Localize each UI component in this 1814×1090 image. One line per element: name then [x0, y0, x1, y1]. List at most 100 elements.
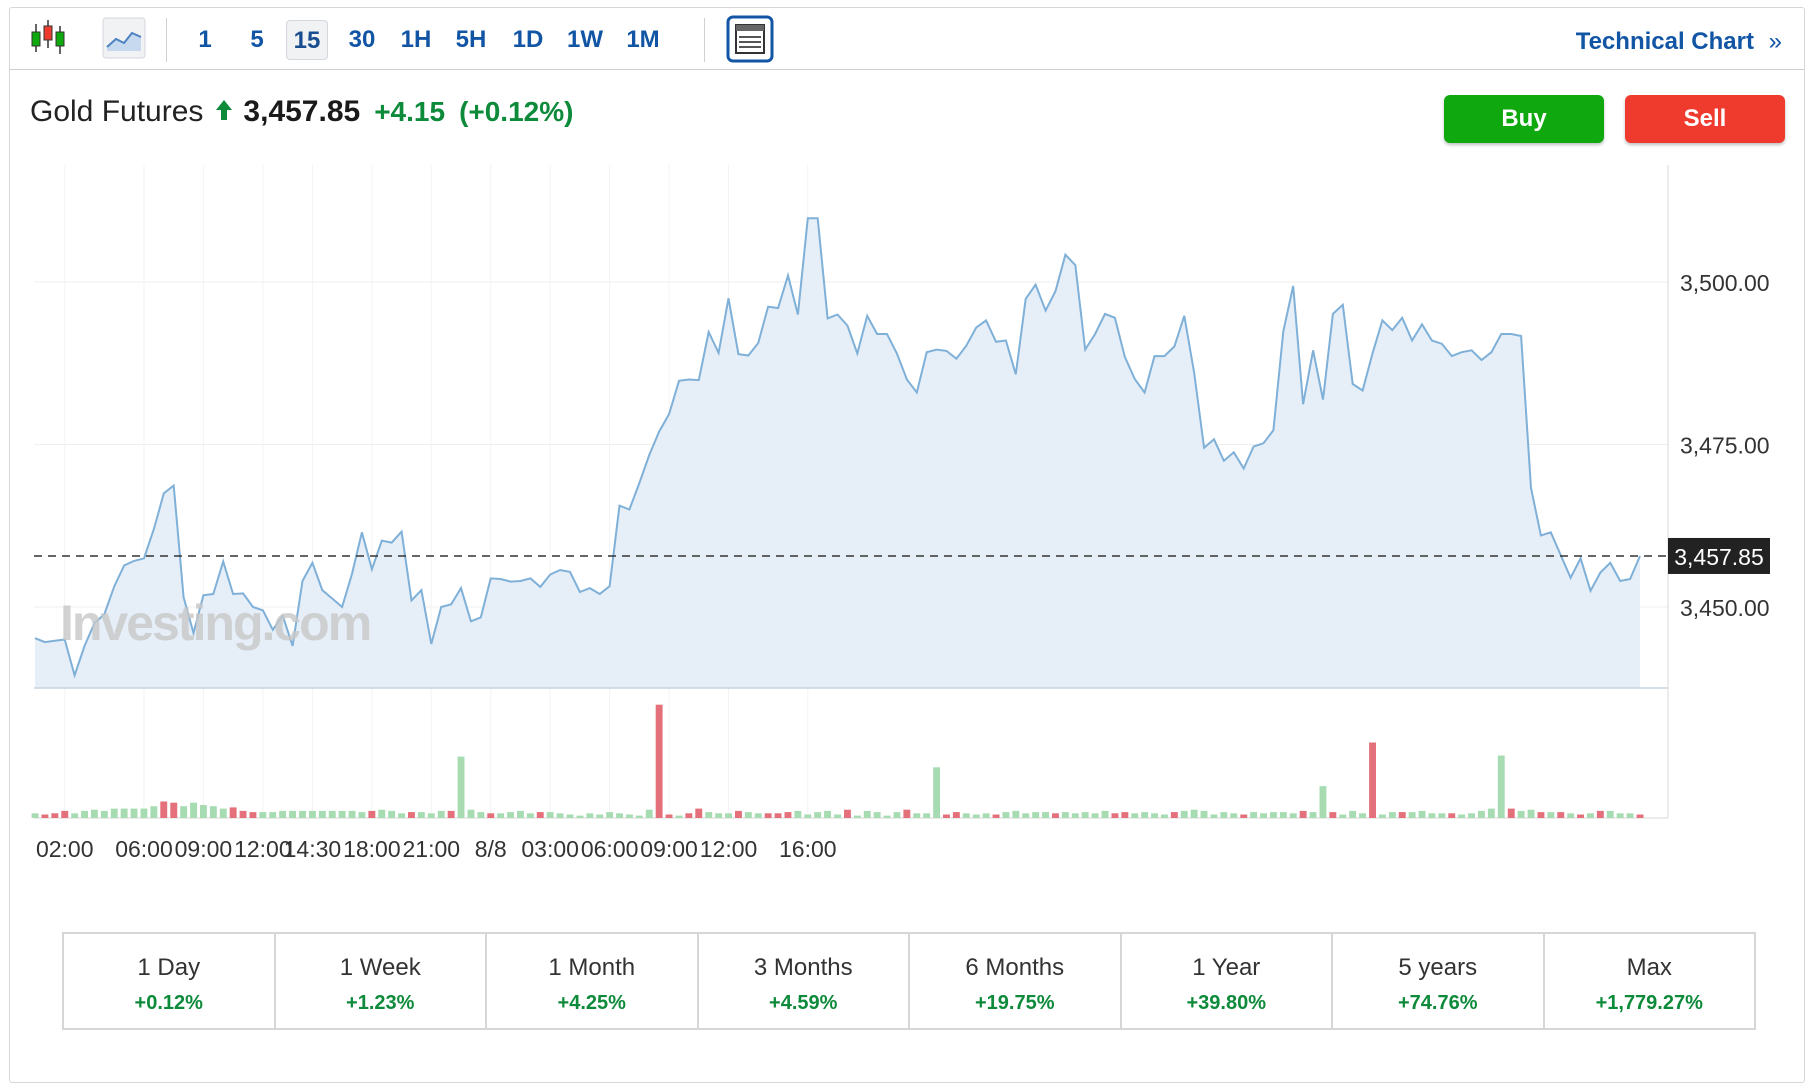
volume-bar	[1200, 810, 1208, 818]
toolbar-divider	[704, 18, 705, 62]
period-label: 1 Week	[339, 954, 421, 981]
volume-bar	[586, 813, 594, 818]
x-tick-label: 09:00	[640, 836, 698, 862]
volume-bar	[1418, 810, 1426, 818]
period-1-day[interactable]: 1 Day +0.12%	[64, 934, 274, 1028]
volume-bar	[794, 810, 802, 818]
volume-bar	[1161, 814, 1168, 818]
table-layout-icon[interactable]	[726, 15, 774, 68]
candlestick-icon[interactable]	[30, 18, 66, 63]
x-tick-label: 06:00	[115, 836, 173, 862]
interval-5h[interactable]: 5H	[455, 26, 487, 53]
volume-bar	[834, 814, 841, 818]
interval-1m[interactable]: 1M	[626, 26, 660, 53]
volume-bar	[170, 802, 178, 818]
interval-1[interactable]: 1	[198, 26, 212, 53]
volume-bar	[913, 813, 921, 818]
sell-button[interactable]: Sell	[1625, 95, 1785, 143]
volume-bar	[1081, 812, 1089, 818]
volume-bar	[1616, 813, 1624, 818]
period-label: 1 Month	[548, 954, 636, 981]
volume-bar	[81, 810, 88, 818]
interval-5[interactable]: 5	[250, 26, 264, 53]
volume-bar	[31, 813, 39, 818]
volume-bar	[447, 810, 455, 818]
volume-bar	[130, 808, 138, 818]
volume-bar	[576, 815, 584, 818]
volume-bar	[1497, 755, 1505, 818]
technical-chart-link[interactable]: Technical Chart »	[1576, 28, 1782, 56]
volume-bar	[517, 810, 524, 818]
period-label: 3 Months	[753, 954, 853, 981]
interval-1d[interactable]: 1D	[512, 26, 544, 53]
volume-bar	[1319, 786, 1327, 818]
period-1-week[interactable]: 1 Week +1.23%	[273, 934, 486, 1028]
period-6-months[interactable]: 6 Months +19.75%	[908, 934, 1120, 1028]
volume-bar	[923, 813, 931, 818]
volume-bar	[289, 810, 296, 818]
last-price: 3,457.85	[243, 95, 361, 128]
volume-bar	[1299, 810, 1307, 818]
interval-1w[interactable]: 1W	[567, 26, 603, 53]
period-3-months[interactable]: 3 Months +4.59%	[696, 934, 909, 1028]
buy-button[interactable]: Buy	[1444, 95, 1604, 143]
x-tick-label: 18:00	[343, 836, 401, 862]
volume-bar	[784, 812, 792, 818]
volume-bar	[626, 814, 633, 818]
volume-bar	[943, 814, 950, 818]
volume-bar	[1438, 813, 1446, 818]
volume-bar	[1042, 812, 1049, 818]
period-1-month[interactable]: 1 Month +4.25%	[485, 934, 697, 1028]
volume-bar	[1111, 813, 1119, 818]
price-chart[interactable]: Investing.com 3,457.85 3,450.00 3,475.00 3,5…	[0, 0, 1814, 900]
last-price-tag	[1668, 537, 1770, 574]
volume-bar	[259, 812, 267, 818]
toolbar-divider	[166, 18, 167, 62]
volume-bar	[1388, 812, 1396, 818]
volume-bar	[1091, 813, 1099, 818]
double-chevron-right-icon: »	[1768, 28, 1782, 55]
volume-bar	[824, 810, 831, 818]
volume-bar	[725, 813, 732, 818]
period-change: +74.76%	[1397, 992, 1478, 1014]
volume-bar	[457, 756, 465, 818]
volume-bar	[526, 813, 534, 818]
volume-bar	[417, 812, 425, 818]
volume-bar	[1636, 814, 1644, 818]
interval-1h[interactable]: 1H	[400, 26, 432, 53]
volume-bar	[1626, 813, 1634, 818]
volume-bar	[61, 810, 69, 818]
period-max[interactable]: Max +1,779.27%	[1542, 934, 1755, 1028]
volume-bar	[1458, 814, 1466, 818]
volume-bar	[299, 810, 306, 818]
x-tick-label: 14:30	[284, 836, 342, 862]
volume-bar	[318, 810, 326, 818]
volume-bar	[190, 802, 197, 818]
interval-30[interactable]: 30	[348, 26, 376, 53]
volume-bar	[1369, 742, 1376, 818]
volume-bar	[1428, 813, 1436, 818]
volume-bar	[675, 815, 683, 818]
volume-bar	[100, 810, 108, 818]
period-5-years[interactable]: 5 years +74.76%	[1331, 934, 1543, 1028]
volume-bar	[903, 809, 911, 818]
volume-bar	[200, 805, 207, 818]
period-change: +0.12%	[134, 992, 203, 1014]
interval-15[interactable]: 15	[286, 20, 328, 60]
volume-bar	[1309, 812, 1317, 818]
area-chart-icon[interactable]	[102, 17, 146, 64]
volume-bar	[1478, 810, 1485, 818]
x-tick-label: 21:00	[403, 836, 461, 862]
volume-bar	[1002, 812, 1010, 818]
volume-bar	[1052, 813, 1059, 818]
period-1-year[interactable]: 1 Year +39.80%	[1119, 934, 1332, 1028]
volume-bar	[1517, 810, 1525, 818]
volume-bar	[665, 814, 673, 818]
volume-bar	[1101, 810, 1109, 818]
volume-bar	[1487, 808, 1495, 818]
volume-bar	[566, 814, 574, 818]
volume-bar	[804, 814, 812, 818]
volume-bar	[1359, 813, 1366, 818]
volume-bar	[1260, 813, 1267, 818]
volume-bar	[536, 812, 544, 818]
